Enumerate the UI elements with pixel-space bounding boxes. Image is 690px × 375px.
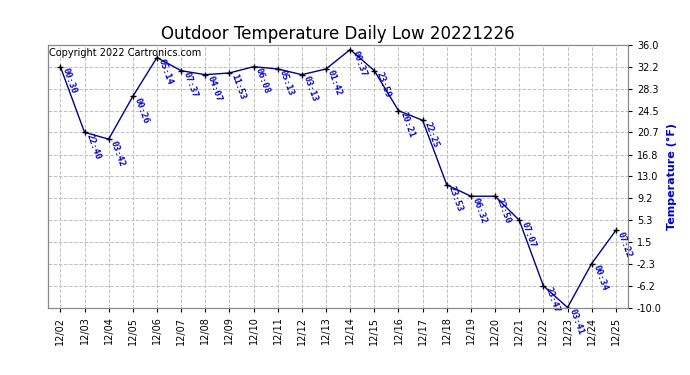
Text: 23:50: 23:50	[495, 196, 513, 225]
Text: 23:59: 23:59	[375, 70, 392, 99]
Text: 03:13: 03:13	[302, 75, 319, 103]
Text: 05:14: 05:14	[157, 57, 175, 86]
Text: 03:41: 03:41	[568, 308, 585, 336]
Text: 03:42: 03:42	[109, 139, 126, 168]
Text: 23:53: 23:53	[447, 185, 464, 213]
Text: Copyright 2022 Cartronics.com: Copyright 2022 Cartronics.com	[49, 48, 201, 58]
Text: 06:32: 06:32	[471, 196, 489, 225]
Text: 05:13: 05:13	[278, 69, 295, 97]
Text: 23:47: 23:47	[544, 286, 561, 314]
Text: 20:21: 20:21	[399, 111, 416, 139]
Text: 00:26: 00:26	[133, 96, 150, 125]
Text: 07:37: 07:37	[181, 70, 199, 99]
Text: 22:25: 22:25	[423, 120, 440, 148]
Text: 00:37: 00:37	[351, 50, 368, 78]
Text: 00:34: 00:34	[592, 264, 609, 292]
Title: Outdoor Temperature Daily Low 20221226: Outdoor Temperature Daily Low 20221226	[161, 26, 515, 44]
Text: 01:42: 01:42	[326, 69, 344, 97]
Y-axis label: Temperature (°F): Temperature (°F)	[667, 123, 678, 230]
Text: 11:53: 11:53	[230, 73, 247, 101]
Text: 06:08: 06:08	[254, 67, 271, 95]
Text: 00:30: 00:30	[61, 67, 78, 95]
Text: 22:40: 22:40	[85, 132, 102, 160]
Text: 07:22: 07:22	[616, 231, 633, 259]
Text: 04:07: 04:07	[206, 75, 223, 103]
Text: 07:07: 07:07	[520, 220, 537, 249]
